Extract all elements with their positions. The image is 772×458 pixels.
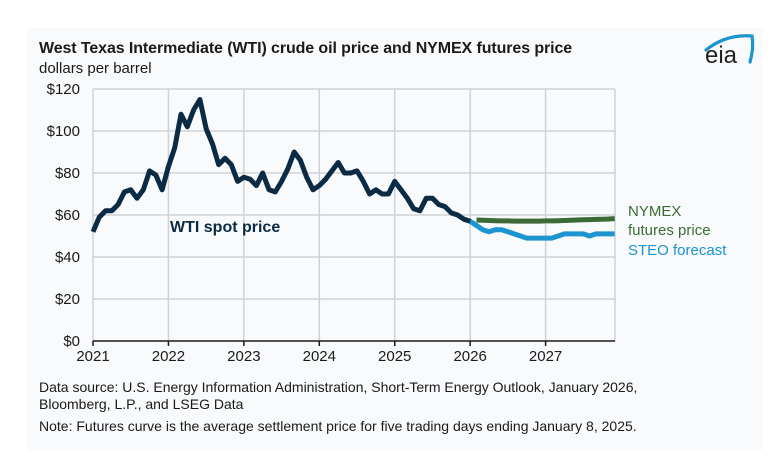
chart-subtitle: dollars per barrel — [39, 60, 152, 77]
source-line-2: Bloomberg, L.P., and LSEG Data — [39, 396, 244, 412]
y-tick-label: $40 — [55, 249, 80, 266]
steo-series-label: STEO forecast — [628, 242, 727, 259]
y-tick-label: $20 — [55, 291, 80, 308]
steo-forecast-line — [463, 216, 615, 241]
x-tick-label: 2022 — [152, 348, 185, 365]
y-tick-label: $120 — [47, 81, 80, 98]
y-axis-ticks: $0 $20 $40 $60 $80 $100 $120 — [47, 81, 80, 350]
nymex-futures-line — [476, 216, 615, 224]
y-tick-label: $80 — [55, 165, 80, 182]
y-tick-label: $0 — [63, 333, 80, 350]
source-line-1: Data source: U.S. Energy Information Adm… — [39, 379, 638, 395]
wti-spot-line — [90, 97, 471, 233]
x-tick-label: 2026 — [453, 348, 486, 365]
logo-arc — [704, 34, 755, 64]
series-labels: WTI spot price NYMEX futures price STEO for… — [170, 203, 727, 259]
nymex-series-label-line1: NYMEX — [628, 203, 681, 220]
wti-series-label: WTI spot price — [170, 219, 280, 236]
x-tick-label: 2025 — [378, 348, 411, 365]
x-tick-label: 2027 — [529, 348, 562, 365]
footer-source: Data source: U.S. Energy Information Adm… — [39, 379, 637, 413]
x-tick-label: 2024 — [303, 348, 336, 365]
nymex-series-label-line2: futures price — [628, 222, 711, 239]
y-tick-label: $100 — [47, 123, 80, 140]
x-tick-label: 2023 — [227, 348, 260, 365]
logo-text: eia — [705, 42, 738, 69]
chart-title: West Texas Intermediate (WTI) crude oil … — [39, 40, 573, 57]
y-tick-label: $60 — [55, 207, 80, 224]
footer-note: Note: Futures curve is the average settl… — [39, 418, 637, 434]
series-lines — [90, 97, 615, 241]
x-tick-label: 2021 — [76, 348, 109, 365]
gridlines — [92, 88, 616, 341]
x-axis-ticks: 2021 2022 2023 2024 2025 2026 2027 — [76, 340, 615, 365]
eia-logo-icon: eia — [704, 34, 755, 69]
